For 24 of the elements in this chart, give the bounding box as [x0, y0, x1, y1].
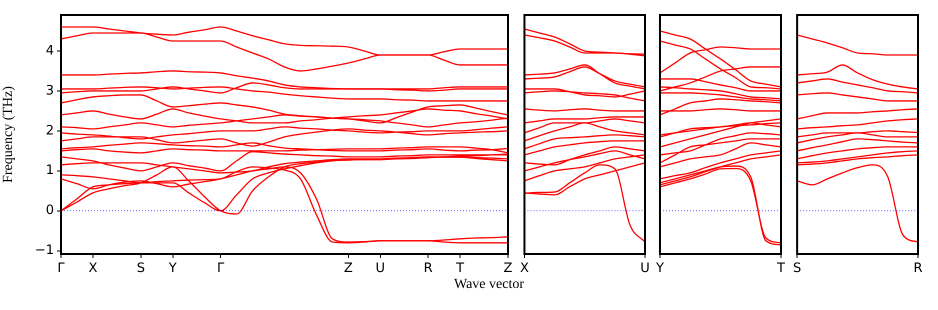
x-tick-label: T — [455, 261, 464, 276]
y-tick-label: 2 — [46, 123, 54, 138]
x-tick-label: S — [136, 261, 145, 276]
x-tick-label: Y — [168, 261, 177, 276]
y-tick-label: −1 — [34, 243, 54, 258]
x-tick-label: R — [424, 261, 433, 276]
x-axis-title: Wave vector — [453, 277, 525, 293]
y-axis-title: Frequency (THz) — [1, 86, 16, 183]
x-tick-label: U — [640, 261, 650, 276]
y-tick-label: 4 — [46, 43, 54, 58]
y-tick-label: 3 — [46, 83, 54, 98]
x-tick-label: U — [376, 261, 386, 276]
x-tick-label: T — [776, 261, 786, 276]
x-tick-label: Γ — [217, 261, 226, 276]
x-tick-label: Z — [504, 261, 513, 276]
x-tick-label: X — [88, 261, 98, 276]
x-tick-label: Z — [344, 261, 353, 276]
y-tick-label: 1 — [46, 163, 54, 178]
x-tick-label: X — [520, 261, 529, 276]
x-tick-label: R — [913, 261, 923, 276]
x-tick-label: S — [792, 261, 802, 276]
x-tick-label: Y — [654, 261, 664, 276]
y-tick-label: 0 — [46, 203, 54, 218]
x-tick-label: Γ — [57, 261, 66, 276]
